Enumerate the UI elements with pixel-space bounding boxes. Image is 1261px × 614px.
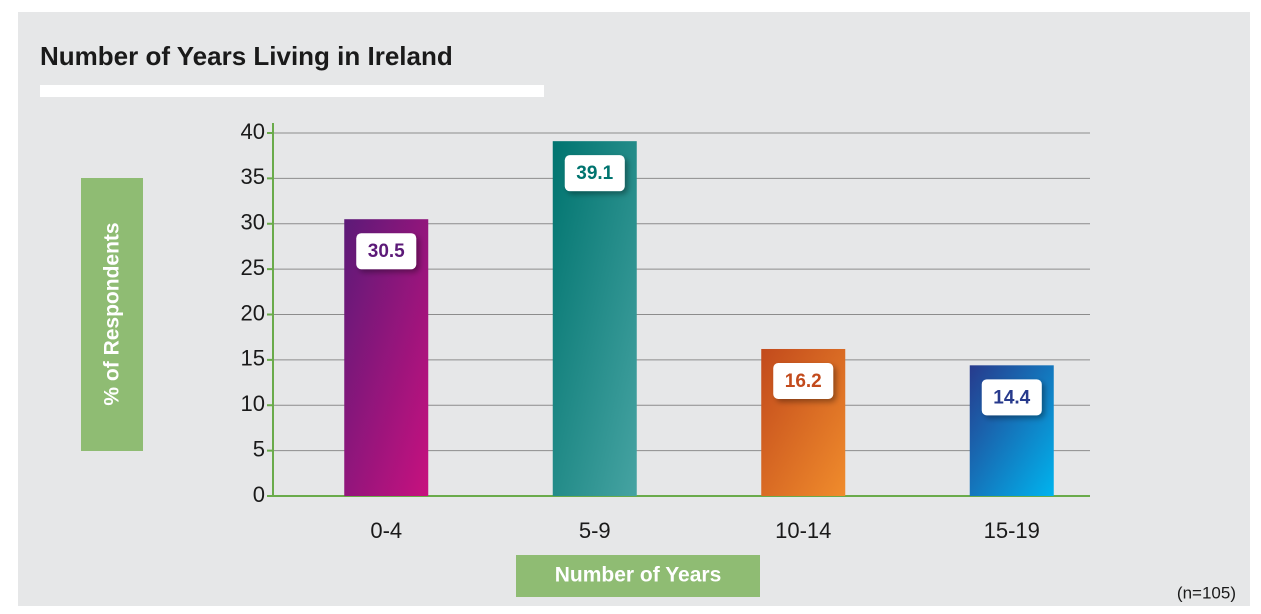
y-tick-label: 40	[241, 119, 265, 144]
y-tick-label: 10	[241, 391, 265, 416]
value-label: 16.2	[785, 371, 822, 392]
value-label: 30.5	[368, 241, 405, 262]
bar	[552, 141, 637, 497]
sample-note: (n=105)	[1177, 583, 1236, 602]
value-label-box	[773, 362, 834, 399]
value-label-box	[356, 233, 417, 270]
x-label-box	[516, 555, 760, 597]
x-tick-label: 5-9	[579, 518, 611, 543]
x-axis-label: Number of Years	[555, 564, 722, 587]
value-label-box	[564, 155, 625, 192]
x-tick-label: 0-4	[370, 518, 402, 543]
y-label-box	[81, 178, 143, 451]
title-underline	[40, 85, 544, 97]
x-tick-label: 10-14	[775, 518, 831, 543]
x-tick-label: 15-19	[984, 518, 1040, 543]
y-tick-label: 30	[241, 210, 265, 235]
y-tick-label: 20	[241, 300, 265, 325]
chart-title: Number of Years Living in Ireland	[40, 41, 453, 71]
y-tick-label: 0	[253, 482, 265, 507]
value-label-box	[981, 379, 1042, 416]
value-label: 39.1	[576, 163, 613, 184]
y-tick-label: 25	[241, 255, 265, 280]
y-tick-label: 5	[253, 436, 265, 461]
y-tick-label: 35	[241, 164, 265, 189]
y-tick-label: 15	[241, 346, 265, 371]
value-label: 14.4	[993, 387, 1030, 408]
y-axis-label: % of Respondents	[101, 222, 124, 405]
